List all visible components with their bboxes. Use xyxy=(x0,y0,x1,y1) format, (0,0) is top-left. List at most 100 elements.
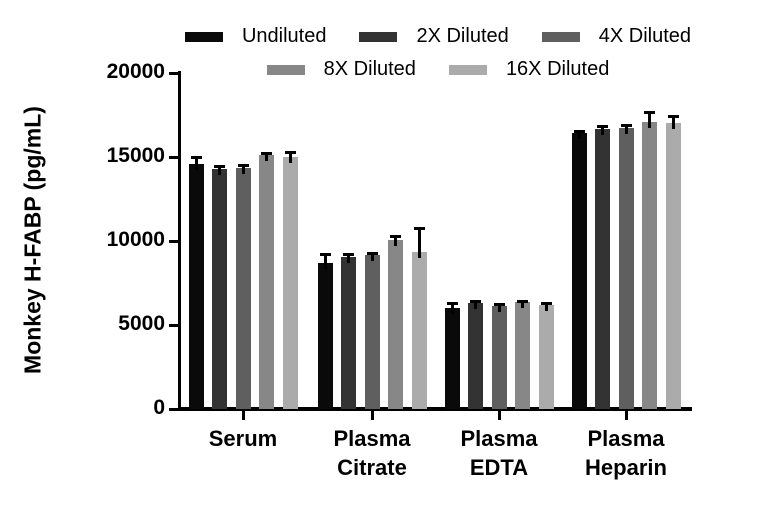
error-bar-cap xyxy=(413,227,425,231)
error-bar-cap xyxy=(261,151,272,155)
error-bar-cap xyxy=(343,253,354,257)
error-bar-cap xyxy=(573,129,585,133)
legend-label: Undiluted xyxy=(241,25,327,47)
legend-label: 2X Diluted xyxy=(416,25,509,47)
error-bar-cap xyxy=(237,164,249,168)
legend-label: 8X Diluted xyxy=(323,58,416,80)
bar xyxy=(515,302,530,409)
error-bar-stem xyxy=(671,115,675,129)
x-category-label: Plasma Citrate xyxy=(333,426,411,480)
y-axis-tick xyxy=(169,156,178,159)
legend-swatch-icon xyxy=(359,31,398,42)
legend-label: 16X Diluted xyxy=(505,58,610,80)
bar xyxy=(491,305,507,409)
bar xyxy=(282,157,298,409)
error-bar-cap xyxy=(517,299,528,303)
legend-item: 8X Diluted xyxy=(266,58,416,81)
error-bar-stem xyxy=(218,166,221,175)
x-axis-tick xyxy=(497,411,501,420)
y-axis-title: Monkey H-FABP (pg/mL) xyxy=(19,106,46,374)
x-axis-line xyxy=(178,407,692,411)
error-bar-stem xyxy=(370,252,374,262)
x-category-label: Plasma EDTA xyxy=(460,426,538,480)
x-category-label: Plasma Heparin xyxy=(585,426,667,480)
bar xyxy=(411,251,427,409)
bar xyxy=(212,168,227,409)
error-bar-cap xyxy=(214,165,225,169)
chart-legend: Undiluted 2X Diluted 4X Diluted 8X Diluted 1… xyxy=(180,20,696,86)
error-bar-cap xyxy=(366,251,378,255)
bar xyxy=(235,167,251,409)
error-bar-cap xyxy=(540,302,552,306)
bar xyxy=(444,308,460,409)
legend-row: 8X Diluted 16X Diluted xyxy=(180,53,696,86)
error-bar-cap xyxy=(493,303,505,306)
legend-row: Undiluted 2X Diluted 4X Diluted xyxy=(180,20,696,53)
y-axis-tick xyxy=(169,324,178,327)
error-bar-cap xyxy=(190,156,202,159)
bar xyxy=(259,155,274,409)
error-bar-stem xyxy=(241,165,245,174)
error-bar-stem xyxy=(288,151,292,163)
legend-label: 4X Diluted xyxy=(598,25,692,47)
error-bar-stem xyxy=(521,300,524,309)
bar xyxy=(388,240,403,409)
error-bar-cap xyxy=(319,253,331,257)
x-axis-tick xyxy=(370,411,374,420)
error-bar-cap xyxy=(597,124,608,128)
legend-swatch-icon xyxy=(184,31,223,42)
y-tick-label: 20000 xyxy=(106,60,165,83)
plot-area xyxy=(180,73,692,409)
legend-item: 4X Diluted xyxy=(541,25,692,48)
legend-swatch-icon xyxy=(448,64,487,75)
bar xyxy=(571,132,587,409)
bar xyxy=(538,304,554,409)
error-bar-cap xyxy=(390,234,401,238)
error-bar-stem xyxy=(624,125,628,135)
error-bar-cap xyxy=(620,124,632,128)
bar xyxy=(317,262,333,409)
x-category-label: Serum xyxy=(208,426,278,451)
error-bar-cap xyxy=(644,111,655,115)
y-tick-label: 15000 xyxy=(106,144,165,167)
error-bar-stem xyxy=(265,152,268,162)
y-tick-label: 0 xyxy=(153,396,165,419)
x-axis-tick xyxy=(624,411,628,420)
error-bar-stem xyxy=(544,303,548,311)
error-bar-stem xyxy=(417,228,421,258)
error-bar-stem xyxy=(194,157,198,170)
bar xyxy=(595,129,610,409)
error-bar-stem xyxy=(497,304,501,312)
y-tick-label: 5000 xyxy=(118,312,165,335)
bar xyxy=(468,303,483,409)
error-bar-cap xyxy=(446,302,458,306)
error-bar-stem xyxy=(474,301,477,310)
error-bar-stem xyxy=(577,130,581,139)
legend-item: 16X Diluted xyxy=(448,58,610,81)
y-axis-tick xyxy=(169,408,178,411)
legend-item: Undiluted xyxy=(184,25,327,48)
bar xyxy=(188,163,204,409)
bar xyxy=(341,256,356,409)
legend-swatch-icon xyxy=(266,64,305,75)
error-bar-stem xyxy=(601,125,604,136)
y-axis-tick xyxy=(169,240,178,243)
error-bar-cap xyxy=(284,150,296,154)
error-bar-cap xyxy=(470,300,481,304)
bar xyxy=(665,122,681,409)
bar xyxy=(618,128,634,409)
x-axis-tick xyxy=(241,411,245,420)
error-bar-stem xyxy=(323,254,327,269)
y-tick-label: 10000 xyxy=(106,228,165,251)
bar xyxy=(642,121,657,409)
legend-item: 2X Diluted xyxy=(359,25,509,48)
bar xyxy=(364,255,380,409)
error-bar-cap xyxy=(667,114,679,118)
y-axis-tick xyxy=(169,72,178,75)
error-bar-stem xyxy=(450,303,454,315)
y-axis-line xyxy=(178,71,181,411)
error-bar-stem xyxy=(347,254,350,263)
error-bar-stem xyxy=(394,235,397,247)
legend-swatch-icon xyxy=(541,31,580,42)
